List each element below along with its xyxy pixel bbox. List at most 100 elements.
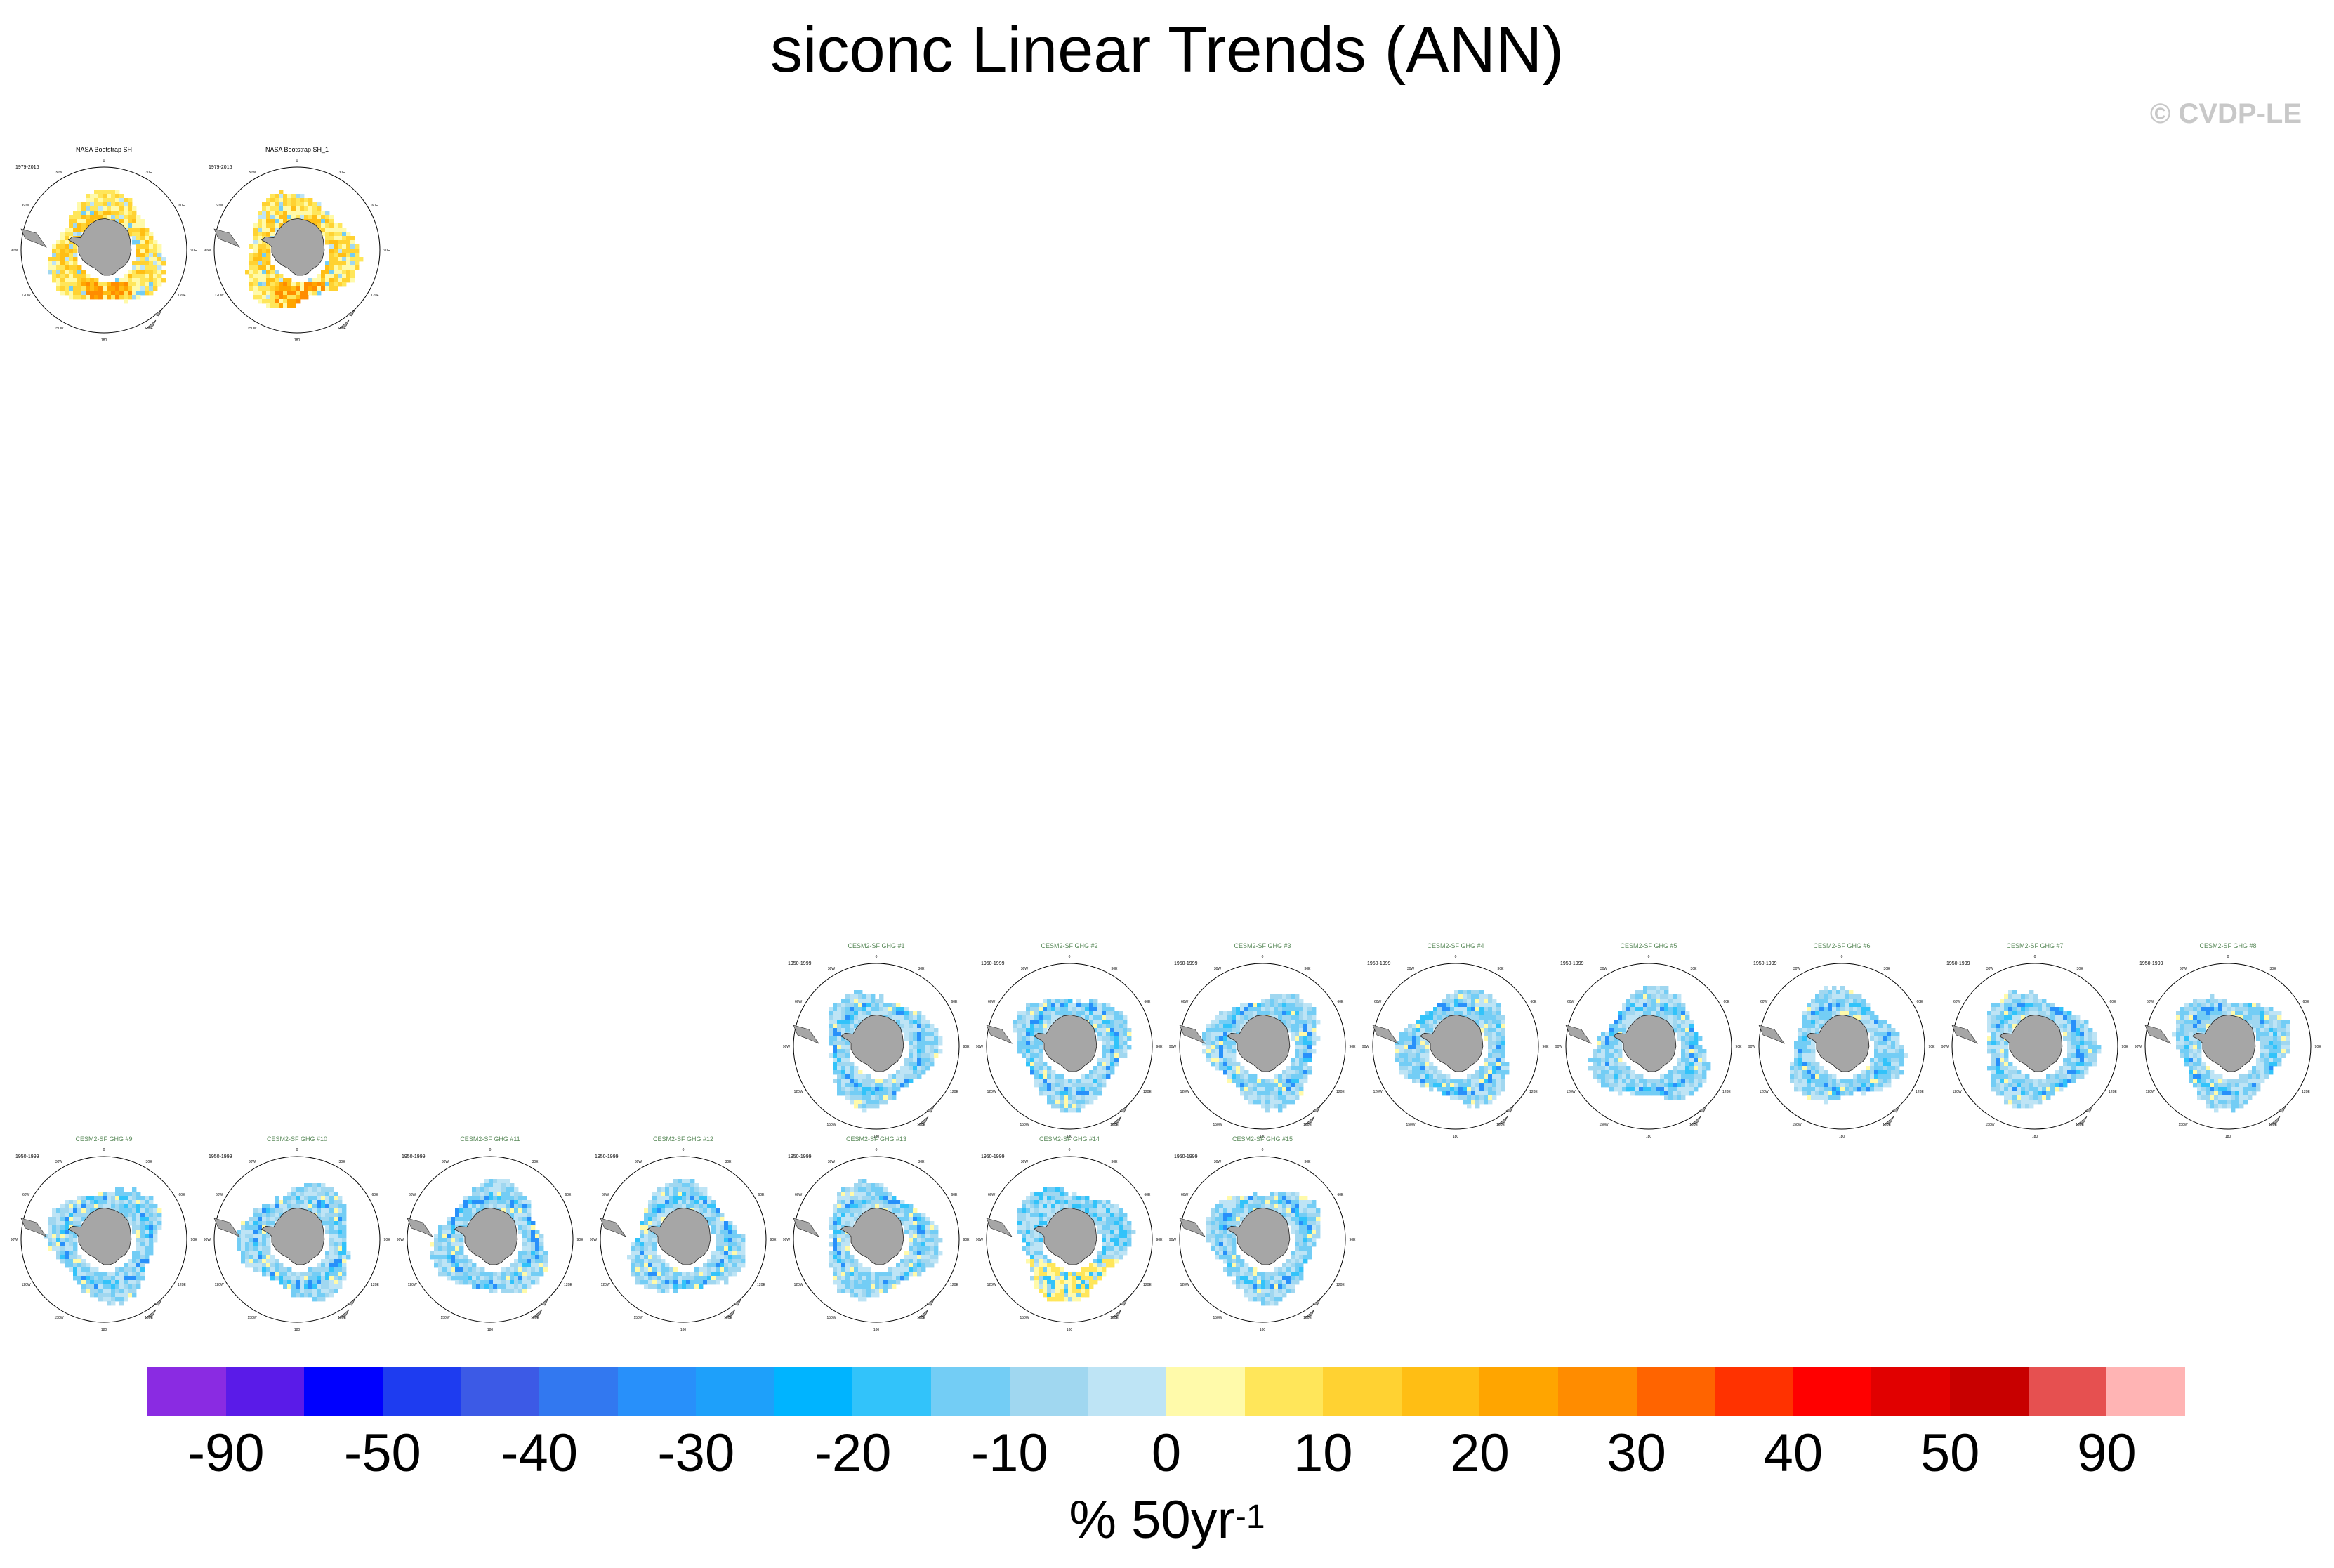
trend-cell — [1055, 1083, 1060, 1088]
trend-cell — [2260, 1015, 2265, 1020]
trend-cell — [279, 1267, 284, 1272]
trend-cell — [270, 1255, 275, 1260]
trend-cell — [334, 249, 338, 253]
trend-cell — [1463, 1095, 1468, 1100]
trend-cell — [304, 206, 309, 211]
trend-cell — [1694, 1079, 1699, 1083]
trend-cell — [1887, 1049, 1892, 1054]
trend-cell — [2050, 1011, 2055, 1016]
trend-cell — [1677, 1095, 1682, 1100]
trend-cell — [1022, 1053, 1027, 1058]
trend-cell — [1673, 1091, 1677, 1096]
trend-cell — [2076, 1070, 2081, 1075]
trend-cell — [837, 1049, 842, 1054]
trend-cell — [1097, 1011, 1102, 1016]
trend-cell — [266, 274, 271, 279]
trend-cell — [2218, 1083, 2223, 1088]
trend-cell — [1887, 1062, 1892, 1067]
trend-cell — [325, 236, 330, 241]
trend-cell — [2184, 1032, 2189, 1037]
trend-cell — [1811, 1020, 1816, 1025]
trend-cell — [1861, 1079, 1866, 1083]
trend-cell — [145, 265, 150, 270]
trend-cell — [1232, 1062, 1237, 1067]
trend-cell — [270, 215, 275, 220]
trend-cell — [111, 1196, 116, 1201]
trend-cell — [2012, 990, 2017, 995]
trend-cell — [338, 1234, 343, 1239]
trend-cell — [1093, 1091, 1098, 1096]
trend-cell — [1286, 1015, 1291, 1020]
trend-cell — [2260, 1062, 2265, 1067]
trend-cell — [829, 1036, 833, 1041]
trend-cell — [1475, 1070, 1480, 1075]
trend-cell — [241, 1242, 246, 1247]
trend-cell — [888, 1074, 892, 1079]
trend-cell — [1295, 1045, 1300, 1050]
trend-cell — [2260, 1036, 2265, 1041]
trend-cell — [1866, 1020, 1871, 1025]
trend-cell — [342, 1267, 347, 1272]
trend-cell — [1870, 1011, 1875, 1016]
trend-cell — [2206, 1066, 2210, 1071]
trend-cell — [317, 219, 322, 224]
trend-cell — [837, 1003, 842, 1008]
panel-title: CESM2-SF GHG #9 — [75, 1135, 132, 1142]
trend-cell — [52, 1246, 57, 1251]
trend-cell — [317, 1267, 322, 1272]
trend-cell — [291, 1192, 296, 1197]
south-america-land — [20, 1218, 47, 1237]
trend-cell — [1870, 1070, 1875, 1075]
longitude-tick-label: 150W — [247, 327, 256, 331]
trend-cell — [1312, 1020, 1317, 1025]
trend-cell — [1484, 1074, 1489, 1079]
trend-cell — [1076, 999, 1081, 1003]
trend-cell — [1479, 1087, 1484, 1092]
trend-cell — [2189, 1058, 2194, 1062]
trend-cell — [1828, 1095, 1833, 1100]
new-zealand-land — [2076, 1116, 2088, 1126]
trend-cell — [342, 1251, 347, 1256]
trend-cell — [1295, 1028, 1300, 1033]
trend-cell — [1446, 994, 1451, 999]
trend-cell — [1794, 1070, 1799, 1075]
trend-cell — [2088, 1032, 2093, 1037]
trend-cell — [291, 1272, 296, 1277]
trend-cell — [86, 215, 91, 220]
longitude-tick-label: 30W — [249, 1160, 256, 1164]
trend-cell — [1660, 1087, 1665, 1092]
trend-cell — [1878, 1079, 1883, 1083]
trend-cell — [2021, 1100, 2026, 1105]
trend-cell — [1622, 1020, 1627, 1025]
trend-cell — [938, 1036, 943, 1041]
longitude-tick-label: 60W — [216, 1193, 223, 1197]
trend-cell — [128, 232, 133, 237]
trend-cell — [2227, 1011, 2231, 1016]
trend-cell — [1110, 1020, 1115, 1025]
longitude-tick-label: 180 — [294, 338, 301, 343]
trend-cell — [140, 282, 145, 287]
trend-cell — [249, 1263, 254, 1268]
trend-cell — [1685, 1058, 1690, 1062]
trend-cell — [1501, 1041, 1505, 1046]
trend-cell — [1815, 1091, 1820, 1096]
trend-cell — [1689, 1020, 1694, 1025]
trend-cell — [1106, 1045, 1111, 1050]
trend-cell — [2239, 1087, 2244, 1092]
trend-cell — [1412, 1074, 1417, 1079]
trend-cell — [1278, 1011, 1283, 1016]
trend-cell — [2197, 1062, 2202, 1067]
trend-cell — [1102, 1062, 1107, 1067]
trend-cell — [287, 1192, 292, 1197]
trend-cell — [1416, 1032, 1421, 1037]
trend-cell — [1211, 1053, 1215, 1058]
trend-cell — [1811, 1058, 1816, 1062]
trend-cell — [1408, 1045, 1413, 1050]
panel-title: CESM2-SF GHG #3 — [1234, 942, 1291, 949]
trend-cell — [2029, 1003, 2034, 1008]
trend-cell — [1307, 1058, 1312, 1062]
trend-cell — [124, 1204, 128, 1209]
trend-cell — [1454, 1083, 1459, 1088]
trend-cell — [1236, 1024, 1241, 1029]
trend-cell — [253, 257, 258, 262]
